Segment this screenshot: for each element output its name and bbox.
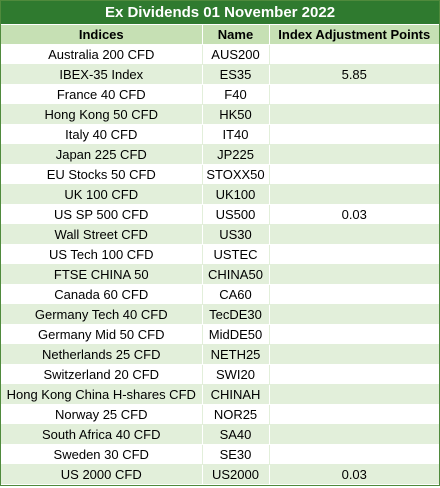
- table-row: Japan 225 CFD JP225: [1, 144, 439, 165]
- name-cell: NOR25: [202, 404, 270, 425]
- header-adjustment-points: Index Adjustment Points: [269, 25, 439, 45]
- adjustment-points-cell: [269, 424, 439, 445]
- index-cell: US SP 500 CFD: [1, 204, 203, 225]
- name-cell: SE30: [202, 444, 270, 465]
- name-cell: US2000: [202, 464, 270, 485]
- adjustment-points-cell: [269, 244, 439, 265]
- table-row: Australia 200 CFD AUS200: [1, 44, 439, 65]
- adjustment-points-cell: [269, 344, 439, 365]
- name-cell: SWI20: [202, 364, 270, 385]
- table-row: Canada 60 CFD CA60: [1, 284, 439, 305]
- table-row: Hong Kong 50 CFD HK50: [1, 104, 439, 125]
- name-cell: ES35: [202, 64, 270, 85]
- table-row: Sweden 30 CFD SE30: [1, 444, 439, 465]
- index-cell: US 2000 CFD: [1, 464, 203, 485]
- adjustment-points-cell: [269, 404, 439, 425]
- name-cell: US30: [202, 224, 270, 245]
- name-cell: MidDE50: [202, 324, 270, 345]
- adjustment-points-cell: [269, 304, 439, 325]
- adjustment-points-cell: [269, 184, 439, 205]
- table-row: Italy 40 CFD IT40: [1, 124, 439, 145]
- table-row: IBEX-35 Index ES35 5.85: [1, 64, 439, 85]
- table-row: Norway 25 CFD NOR25: [1, 404, 439, 425]
- adjustment-points-cell: [269, 84, 439, 105]
- index-cell: Japan 225 CFD: [1, 144, 203, 165]
- index-cell: South Africa 40 CFD: [1, 424, 203, 445]
- table-body: Australia 200 CFD AUS200 IBEX-35 Index ES35…: [1, 44, 439, 485]
- table-row: Germany Mid 50 CFD MidDE50: [1, 324, 439, 345]
- adjustment-points-cell: [269, 44, 439, 65]
- dividends-table: Indices Name Index Adjustment Points Aus…: [1, 25, 439, 485]
- index-cell: Italy 40 CFD: [1, 124, 203, 145]
- table-row: FTSE CHINA 50 CHINA50: [1, 264, 439, 285]
- index-cell: Switzerland 20 CFD: [1, 364, 203, 385]
- table-row: Switzerland 20 CFD SWI20: [1, 364, 439, 385]
- index-cell: Australia 200 CFD: [1, 44, 203, 65]
- index-cell: EU Stocks 50 CFD: [1, 164, 203, 185]
- adjustment-points-cell: 0.03: [269, 464, 439, 485]
- table-row: Germany Tech 40 CFD TecDE30: [1, 304, 439, 325]
- header-name: Name: [202, 25, 270, 45]
- index-cell: US Tech 100 CFD: [1, 244, 203, 265]
- table-row: US Tech 100 CFD USTEC: [1, 244, 439, 265]
- name-cell: UK100: [202, 184, 270, 205]
- index-cell: Norway 25 CFD: [1, 404, 203, 425]
- table-row: France 40 CFD F40: [1, 84, 439, 105]
- index-cell: France 40 CFD: [1, 84, 203, 105]
- adjustment-points-cell: [269, 164, 439, 185]
- adjustment-points-cell: [269, 124, 439, 145]
- name-cell: CA60: [202, 284, 270, 305]
- adjustment-points-cell: [269, 224, 439, 245]
- name-cell: SA40: [202, 424, 270, 445]
- table-row: US SP 500 CFD US500 0.03: [1, 204, 439, 225]
- index-cell: Netherlands 25 CFD: [1, 344, 203, 365]
- name-cell: CHINAH: [202, 384, 270, 405]
- index-cell: Germany Mid 50 CFD: [1, 324, 203, 345]
- name-cell: NETH25: [202, 344, 270, 365]
- adjustment-points-cell: [269, 444, 439, 465]
- adjustment-points-cell: [269, 364, 439, 385]
- table-row: US 2000 CFD US2000 0.03: [1, 464, 439, 485]
- index-cell: Hong Kong China H-shares CFD: [1, 384, 203, 405]
- index-cell: IBEX-35 Index: [1, 64, 203, 85]
- adjustment-points-cell: 5.85: [269, 64, 439, 85]
- adjustment-points-cell: [269, 104, 439, 125]
- index-cell: Hong Kong 50 CFD: [1, 104, 203, 125]
- name-cell: AUS200: [202, 44, 270, 65]
- name-cell: JP225: [202, 144, 270, 165]
- name-cell: TecDE30: [202, 304, 270, 325]
- name-cell: US500: [202, 204, 270, 225]
- adjustment-points-cell: [269, 324, 439, 345]
- name-cell: STOXX50: [202, 164, 270, 185]
- name-cell: IT40: [202, 124, 270, 145]
- adjustment-points-cell: 0.03: [269, 204, 439, 225]
- table-row: Hong Kong China H-shares CFD CHINAH: [1, 384, 439, 405]
- index-cell: Germany Tech 40 CFD: [1, 304, 203, 325]
- header-indices: Indices: [1, 25, 203, 45]
- table-row: Netherlands 25 CFD NETH25: [1, 344, 439, 365]
- name-cell: CHINA50: [202, 264, 270, 285]
- index-cell: UK 100 CFD: [1, 184, 203, 205]
- name-cell: HK50: [202, 104, 270, 125]
- table-row: EU Stocks 50 CFD STOXX50: [1, 164, 439, 185]
- name-cell: F40: [202, 84, 270, 105]
- adjustment-points-cell: [269, 284, 439, 305]
- index-cell: FTSE CHINA 50: [1, 264, 203, 285]
- header-row: Indices Name Index Adjustment Points: [1, 25, 439, 45]
- adjustment-points-cell: [269, 144, 439, 165]
- table-row: South Africa 40 CFD SA40: [1, 424, 439, 445]
- adjustment-points-cell: [269, 384, 439, 405]
- index-cell: Sweden 30 CFD: [1, 444, 203, 465]
- index-cell: Canada 60 CFD: [1, 284, 203, 305]
- table-title: Ex Dividends 01 November 2022: [1, 1, 439, 25]
- index-cell: Wall Street CFD: [1, 224, 203, 245]
- name-cell: USTEC: [202, 244, 270, 265]
- adjustment-points-cell: [269, 264, 439, 285]
- table-row: UK 100 CFD UK100: [1, 184, 439, 205]
- table-row: Wall Street CFD US30: [1, 224, 439, 245]
